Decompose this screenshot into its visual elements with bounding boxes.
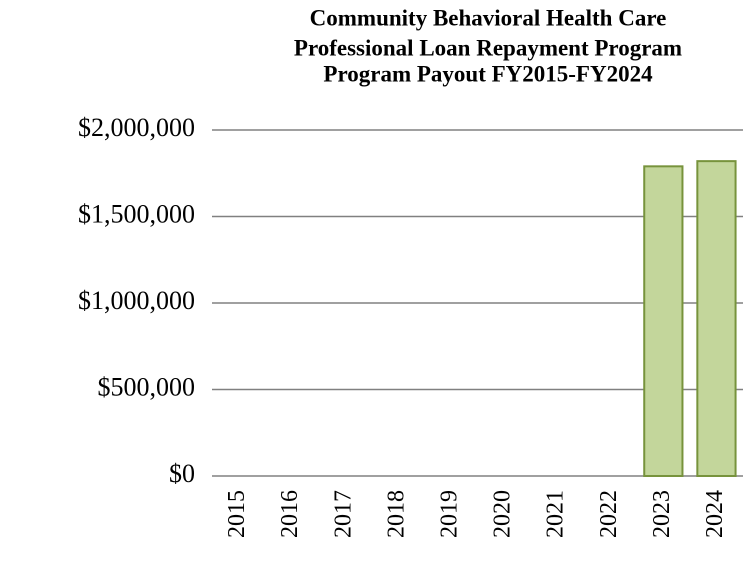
y-tick-label: $500,000 <box>98 372 196 401</box>
bar <box>696 160 737 477</box>
x-tick-label: 2022 <box>596 490 622 538</box>
x-tick-label: 2021 <box>543 490 569 538</box>
x-tick-label: 2023 <box>649 490 675 538</box>
chart-title: Professional Loan Repayment Program <box>294 35 682 60</box>
x-tick-label: 2024 <box>702 490 728 538</box>
x-tick-label: 2019 <box>436 490 462 538</box>
chart-title: Program Payout FY2015-FY2024 <box>323 61 653 86</box>
x-tick-label: 2015 <box>224 490 250 538</box>
y-tick-label: $2,000,000 <box>78 113 195 142</box>
x-tick-label: 2020 <box>490 490 516 538</box>
y-tick-label: $1,500,000 <box>78 199 195 228</box>
y-tick-label: $1,000,000 <box>78 286 195 315</box>
x-tick-label: 2016 <box>277 490 303 538</box>
chart-title: Community Behavioral Health Care <box>310 5 667 30</box>
x-tick-label: 2017 <box>330 490 356 538</box>
x-tick-label: 2018 <box>383 490 409 538</box>
y-tick-label: $0 <box>169 459 195 488</box>
bar <box>643 165 684 478</box>
